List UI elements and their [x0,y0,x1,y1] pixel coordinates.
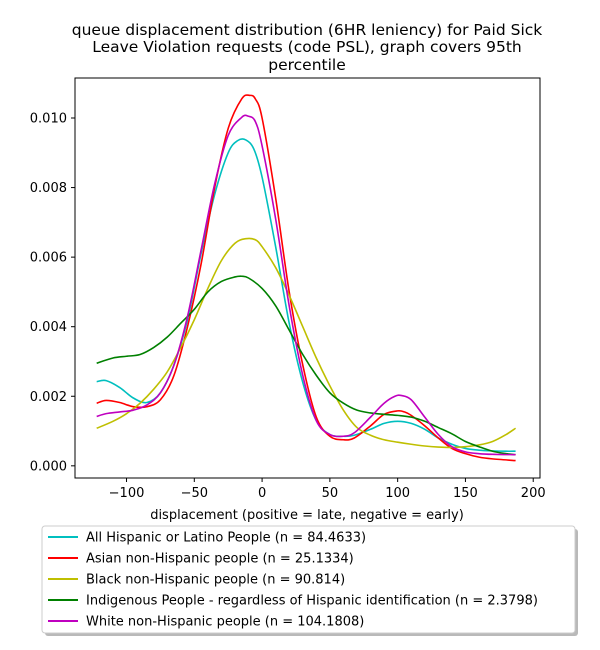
y-tick-label: 0.008 [30,181,67,196]
series-line-5 [96,114,516,456]
legend-label: All Hispanic or Latino People (n = 84.46… [86,531,366,546]
series-line-4 [96,275,516,456]
legend: All Hispanic or Latino People (n = 84.46… [41,525,578,636]
chart-title: queue displacement distribution (6HR len… [72,21,543,74]
legend-label: White non-Hispanic people (n = 104.1808) [86,615,364,630]
x-axis-label: displacement (positive = late, negative … [150,508,464,523]
chart-title-line-2: Leave Violation requests (code PSL), gra… [92,38,522,56]
plot-frame [74,77,541,479]
y-axis-ticks: 0.000 0.002 0.004 0.006 0.008 0.010 [30,112,75,474]
x-tick-label: 150 [453,486,478,501]
x-tick-label: 50 [322,486,339,501]
x-axis-ticks: −100 −50 0 50 100 150 200 [109,478,546,501]
y-tick-label: 0.002 [30,390,67,405]
y-tick-label: 0.010 [30,112,67,127]
chart-title-line-1: queue displacement distribution (6HR len… [72,21,543,39]
x-tick-label: 0 [258,486,266,501]
legend-box [41,525,576,634]
y-tick-label: 0.004 [30,320,67,335]
x-tick-label: −100 [109,486,145,501]
legend-label: Black non-Hispanic people (n = 90.814) [86,573,345,588]
series-line-2 [96,94,516,462]
legend-items: All Hispanic or Latino People (n = 84.46… [48,531,538,630]
legend-label: Indigenous People - regardless of Hispan… [86,594,538,609]
x-tick-label: −50 [181,486,208,501]
legend-label: Asian non-Hispanic people (n = 25.1334) [86,552,354,567]
chart-title-line-3: percentile [268,56,346,74]
x-tick-label: 200 [521,486,546,501]
y-tick-label: 0.006 [30,251,67,266]
series-line-1 [96,138,516,453]
y-tick-label: 0.000 [30,459,67,474]
series-line-3 [96,237,517,449]
x-tick-label: 100 [385,486,410,501]
plot-lines [96,94,517,462]
